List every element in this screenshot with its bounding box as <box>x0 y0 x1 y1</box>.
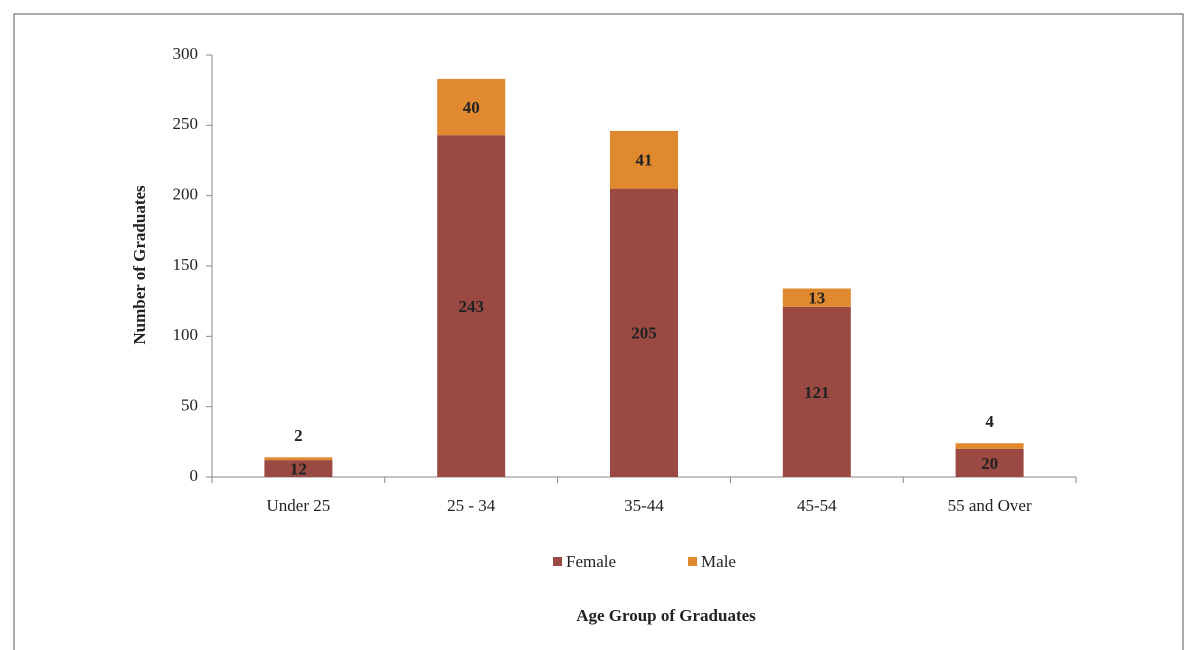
bar-segment <box>610 130 678 189</box>
legend-label: Male <box>701 552 736 571</box>
value-label: 41 <box>636 151 653 170</box>
bar-segment <box>955 448 1024 477</box>
bar-segment <box>782 288 851 307</box>
bar-segment <box>437 135 506 477</box>
legend-swatch <box>688 557 698 566</box>
y-tick-label: 100 <box>173 325 199 344</box>
bar-segment <box>955 443 1024 449</box>
value-label: 40 <box>463 98 480 117</box>
value-label: 12 <box>290 459 307 478</box>
value-label: 243 <box>458 297 484 316</box>
x-tick-label: Under 25 <box>267 496 331 515</box>
y-axis-title: Number of Graduates <box>130 185 149 345</box>
x-tick-label: 25 - 34 <box>447 496 496 515</box>
bar-segment <box>264 457 333 461</box>
y-tick-label: 200 <box>173 185 199 204</box>
value-label: 205 <box>631 324 657 343</box>
y-tick-label: 150 <box>173 255 199 274</box>
value-label: 13 <box>808 289 825 308</box>
y-tick-label: 250 <box>173 114 199 133</box>
bar-segment <box>782 306 851 477</box>
value-label: 121 <box>804 383 830 402</box>
bar-segment <box>264 460 333 477</box>
value-label: 20 <box>981 454 998 473</box>
y-tick-label: 0 <box>190 466 199 485</box>
legend-swatch <box>553 557 562 566</box>
x-tick-label: 55 and Over <box>948 496 1032 515</box>
bar-segment <box>610 188 678 477</box>
value-label: 2 <box>294 426 303 445</box>
legend-label: Female <box>566 552 616 571</box>
y-tick-label: 300 <box>173 44 199 63</box>
bar-segment <box>437 78 506 136</box>
x-tick-label: 45-54 <box>797 496 837 515</box>
y-tick-label: 50 <box>181 396 198 415</box>
value-label: 4 <box>985 412 994 431</box>
x-tick-label: 35-44 <box>624 496 664 515</box>
x-axis-title: Age Group of Graduates <box>576 606 756 625</box>
frame <box>13 13 1184 650</box>
